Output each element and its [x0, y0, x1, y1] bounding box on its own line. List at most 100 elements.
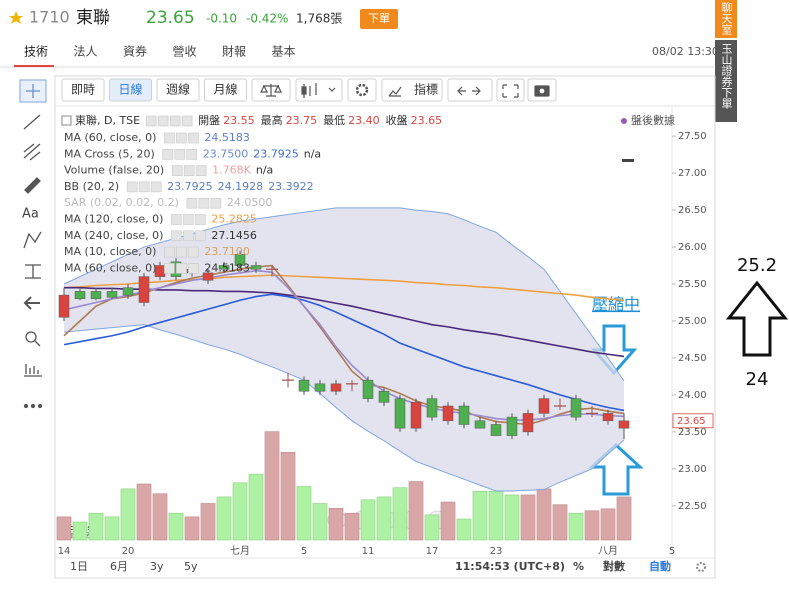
interval-button-label[interactable]: 月線 — [213, 82, 237, 97]
order-button[interactable] — [360, 9, 398, 29]
legend-icon[interactable] — [176, 263, 187, 274]
volume-bar — [504, 494, 520, 541]
legend-icon[interactable] — [195, 230, 206, 242]
volume-bar — [472, 491, 488, 541]
collapse-dash[interactable] — [622, 159, 634, 162]
axis-option[interactable]: 自動 — [649, 559, 671, 573]
legend-icon[interactable] — [183, 214, 194, 225]
chat-tab[interactable] — [715, 0, 737, 38]
back-icon[interactable] — [23, 296, 40, 310]
more-dot[interactable] — [23, 403, 29, 409]
pattern-icon[interactable] — [23, 231, 42, 249]
fib-icon[interactable] — [23, 143, 41, 161]
axis-option[interactable]: 對數 — [603, 559, 625, 573]
interval-button[interactable] — [156, 78, 200, 102]
zoom-icon[interactable] — [25, 331, 37, 343]
legend-icon[interactable] — [174, 149, 186, 160]
legend-icon[interactable] — [164, 263, 175, 274]
legend-icon[interactable] — [126, 181, 138, 193]
legend-icon[interactable] — [169, 115, 181, 127]
legend-icon[interactable] — [186, 197, 198, 209]
chat-tab-label[interactable]: 聊天室 — [720, 1, 733, 35]
legend-icon[interactable] — [164, 132, 175, 144]
broker-tab-label[interactable]: 玉山證券下單 — [720, 43, 733, 109]
nav-tab[interactable]: 財報 — [222, 44, 246, 59]
legend-icon[interactable] — [188, 246, 199, 258]
legend-icon[interactable] — [188, 263, 199, 274]
range-button[interactable]: 1日 — [70, 560, 88, 573]
legend-icon[interactable] — [195, 214, 206, 225]
legend-icon[interactable] — [186, 149, 198, 160]
volume-bar — [216, 496, 232, 541]
undo-redo-button[interactable] — [447, 78, 493, 102]
stock-name: 東聯 — [76, 8, 110, 28]
nav-tab[interactable]: 技術 — [24, 45, 48, 59]
indicator-value: 24.0500 — [227, 196, 273, 209]
nav-tab[interactable]: 法人 — [74, 45, 98, 59]
indicator-line — [64, 286, 625, 358]
indicator-value: 27.1456 — [211, 229, 257, 242]
settings-button[interactable] — [347, 78, 377, 102]
text-tool[interactable]: Aa — [22, 207, 39, 222]
range-button[interactable]: 3y — [150, 560, 164, 573]
plot — [56, 207, 632, 541]
legend-icon[interactable] — [188, 132, 199, 144]
legend-icon[interactable] — [171, 214, 182, 225]
legend-icon[interactable] — [176, 132, 187, 144]
candle-body — [250, 265, 262, 270]
after-hours-link[interactable]: 盤後數據 — [631, 113, 675, 127]
range-button[interactable]: 5y — [184, 560, 198, 573]
legend-icon[interactable] — [176, 246, 187, 258]
legend-icon[interactable] — [145, 115, 157, 127]
ohlc-label: 最低 — [323, 114, 345, 127]
legend-icon[interactable] — [164, 246, 175, 258]
interval-button-label[interactable]: 即時 — [71, 83, 95, 97]
legend-icon[interactable] — [210, 197, 222, 209]
order-button-label[interactable]: 下單 — [368, 12, 390, 25]
indicator-value: n/a — [304, 147, 321, 160]
interval-button[interactable] — [61, 78, 105, 102]
nav-tab[interactable]: 資券 — [123, 44, 147, 59]
legend-icon[interactable] — [195, 165, 207, 176]
top-toolbar-icons — [251, 78, 557, 102]
legend-icon[interactable] — [183, 165, 195, 176]
datetime: 08/02 13:30 — [652, 45, 719, 58]
chart-style-button[interactable] — [295, 78, 343, 102]
legend-icon[interactable] — [181, 115, 193, 127]
legend-icon[interactable] — [162, 149, 174, 160]
broker-tab[interactable] — [715, 40, 737, 122]
interval-button-label[interactable]: 週線 — [166, 82, 190, 97]
indicator-value: 24.5183 — [204, 131, 250, 144]
gear-glyph — [355, 83, 369, 97]
legend-icon[interactable] — [157, 115, 169, 127]
bottom-settings[interactable] — [696, 562, 706, 572]
legend-collapse[interactable] — [61, 115, 72, 126]
legend-icon[interactable] — [183, 230, 194, 242]
brush-icon[interactable] — [24, 177, 41, 194]
measure-icon[interactable] — [25, 264, 41, 279]
interval-button-label[interactable]: 日線 — [118, 82, 142, 97]
interval-button[interactable] — [109, 78, 152, 102]
candle-body — [410, 402, 422, 429]
candle-body — [346, 383, 358, 385]
axis-option[interactable]: % — [573, 560, 584, 573]
volume-icon[interactable] — [24, 364, 42, 377]
nav-tab[interactable]: 營收 — [173, 45, 197, 59]
legend-icon[interactable] — [171, 230, 182, 242]
left-toolbar — [19, 79, 47, 409]
nav-tab[interactable]: 基本 — [272, 45, 296, 59]
legend-icon[interactable] — [150, 181, 162, 193]
range-button[interactable]: 6月 — [110, 560, 128, 573]
legend-icon[interactable] — [198, 197, 210, 209]
volume-bar — [264, 431, 280, 541]
legend-icon[interactable] — [138, 181, 150, 193]
volume-bar — [152, 493, 168, 541]
fullscreen-button[interactable] — [496, 78, 525, 102]
trend-icon[interactable] — [23, 114, 41, 130]
legend-icon[interactable] — [171, 165, 183, 176]
candle-body — [266, 268, 278, 270]
candle-body — [570, 398, 582, 418]
star-icon[interactable] — [9, 11, 23, 24]
indicator-button-label[interactable]: 指標 — [414, 82, 438, 97]
interval-button[interactable] — [204, 78, 247, 102]
